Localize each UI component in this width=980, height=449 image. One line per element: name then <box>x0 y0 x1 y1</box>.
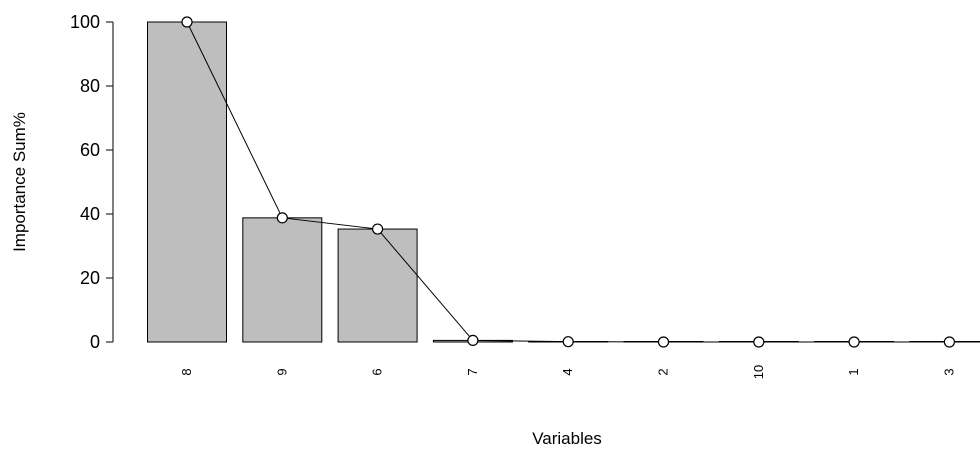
bar-6 <box>338 229 417 342</box>
y-tick-label-60: 60 <box>80 140 100 160</box>
point-9 <box>277 213 287 223</box>
point-7 <box>468 335 478 345</box>
x-tick-label-9: 9 <box>274 368 289 375</box>
y-tick-label-100: 100 <box>70 12 100 32</box>
y-tick-label-0: 0 <box>90 332 100 352</box>
point-8 <box>182 17 192 27</box>
y-axis: 0 20 40 60 80 100 <box>70 12 113 352</box>
x-tick-label-6: 6 <box>370 368 385 375</box>
bar-8 <box>148 22 227 342</box>
x-tick-label-2: 2 <box>656 368 671 375</box>
point-1 <box>849 337 859 347</box>
bars-group <box>148 22 980 342</box>
point-2 <box>659 337 669 347</box>
x-axis-label: Variables <box>532 429 602 448</box>
x-tick-label-10: 10 <box>751 365 766 379</box>
x-tick-labels: 8 9 6 7 4 2 10 1 3 <box>179 365 956 379</box>
x-tick-label-7: 7 <box>465 368 480 375</box>
y-axis-label: Importance Sum% <box>10 112 29 252</box>
x-tick-label-3: 3 <box>941 368 956 375</box>
x-tick-label-8: 8 <box>179 368 194 375</box>
point-6 <box>373 224 383 234</box>
y-tick-label-40: 40 <box>80 204 100 224</box>
y-tick-label-20: 20 <box>80 268 100 288</box>
point-3 <box>944 337 954 347</box>
point-4 <box>563 337 573 347</box>
bar-9 <box>243 218 322 342</box>
point-10 <box>754 337 764 347</box>
y-tick-label-80: 80 <box>80 76 100 96</box>
x-tick-label-1: 1 <box>846 368 861 375</box>
x-tick-label-4: 4 <box>560 368 575 375</box>
